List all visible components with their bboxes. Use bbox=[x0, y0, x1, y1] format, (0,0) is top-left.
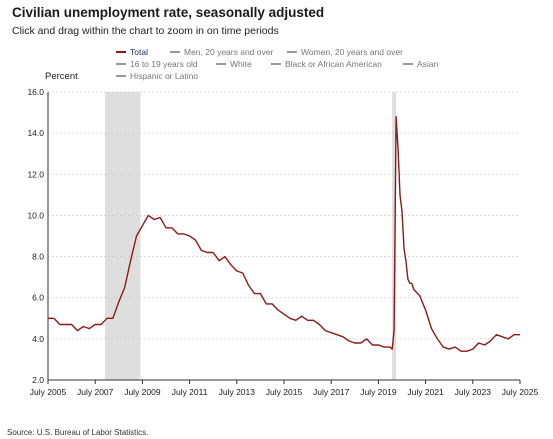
y-axis-label: Percent bbox=[45, 71, 78, 82]
x-tick-label: July 2019 bbox=[360, 387, 397, 397]
x-tick-label: July 2015 bbox=[266, 387, 303, 397]
y-tick-label: 8.0 bbox=[32, 252, 44, 262]
recession-band bbox=[105, 92, 141, 380]
x-tick-label: July 2005 bbox=[30, 387, 67, 397]
legend-item-men-20-plus[interactable]: Men, 20 years and over bbox=[170, 46, 273, 58]
legend-swatch-icon bbox=[116, 63, 126, 65]
legend-label: Total bbox=[130, 47, 148, 57]
chart-subtitle: Click and drag within the chart to zoom … bbox=[12, 25, 279, 37]
chart-title: Civilian unemployment rate, seasonally a… bbox=[12, 5, 325, 20]
x-tick-labels: July 2005 July 2007 July 2009 July 2011 July… bbox=[30, 380, 539, 397]
legend-swatch-icon bbox=[271, 63, 281, 65]
x-tick-label: July 2007 bbox=[77, 387, 114, 397]
y-tick-label: 6.0 bbox=[32, 293, 44, 303]
recession-bands bbox=[105, 92, 397, 380]
legend-item-16-to-19[interactable]: 16 to 19 years old bbox=[116, 58, 198, 70]
series-line-total bbox=[48, 116, 520, 352]
legend-swatch-icon bbox=[403, 63, 413, 65]
legend-swatch-icon bbox=[116, 51, 126, 53]
x-tick-label: July 2023 bbox=[455, 387, 492, 397]
legend-item-hispanic[interactable]: Hispanic or Latino bbox=[116, 70, 198, 82]
source-note: Source: U.S. Bureau of Labor Statistics. bbox=[7, 428, 149, 437]
legend-item-white[interactable]: White bbox=[216, 58, 252, 70]
legend-label: Asian bbox=[417, 59, 439, 69]
legend-swatch-icon bbox=[287, 51, 297, 53]
y-tick-label: 2.0 bbox=[32, 375, 44, 385]
legend-label: Women, 20 years and over bbox=[301, 47, 403, 57]
gridlines bbox=[48, 91, 520, 340]
legend-item-women-20-plus[interactable]: Women, 20 years and over bbox=[287, 46, 403, 58]
legend-label: Black or African American bbox=[285, 59, 382, 69]
y-tick-label: 12.0 bbox=[27, 169, 44, 179]
x-tick-label: July 2025 bbox=[502, 387, 539, 397]
y-tick-label: 14.0 bbox=[27, 128, 44, 138]
legend-label: Men, 20 years and over bbox=[184, 47, 274, 57]
legend-swatch-icon bbox=[116, 75, 126, 77]
x-tick-label: July 2017 bbox=[313, 387, 350, 397]
legend-item-black[interactable]: Black or African American bbox=[271, 58, 382, 70]
legend-label: 16 to 19 years old bbox=[130, 59, 198, 69]
recession-band bbox=[392, 92, 397, 380]
legend-item-total[interactable]: Total bbox=[116, 46, 148, 58]
x-tick-label: July 2009 bbox=[124, 387, 161, 397]
y-tick-labels: 2.0 4.0 6.0 8.0 10.0 12.0 14.0 16.0 bbox=[27, 87, 44, 385]
y-tick-label: 10.0 bbox=[27, 210, 44, 220]
legend-swatch-icon bbox=[170, 51, 180, 53]
x-tick-label: July 2013 bbox=[219, 387, 256, 397]
legend-swatch-icon bbox=[216, 63, 226, 65]
legend-label: Hispanic or Latino bbox=[130, 71, 199, 81]
x-tick-label: July 2011 bbox=[172, 387, 208, 397]
y-tick-label: 16.0 bbox=[27, 87, 44, 97]
legend-label: White bbox=[230, 59, 252, 69]
legend-item-asian[interactable]: Asian bbox=[403, 58, 438, 70]
y-tick-label: 4.0 bbox=[32, 334, 44, 344]
x-tick-label: July 2021 bbox=[407, 387, 444, 397]
